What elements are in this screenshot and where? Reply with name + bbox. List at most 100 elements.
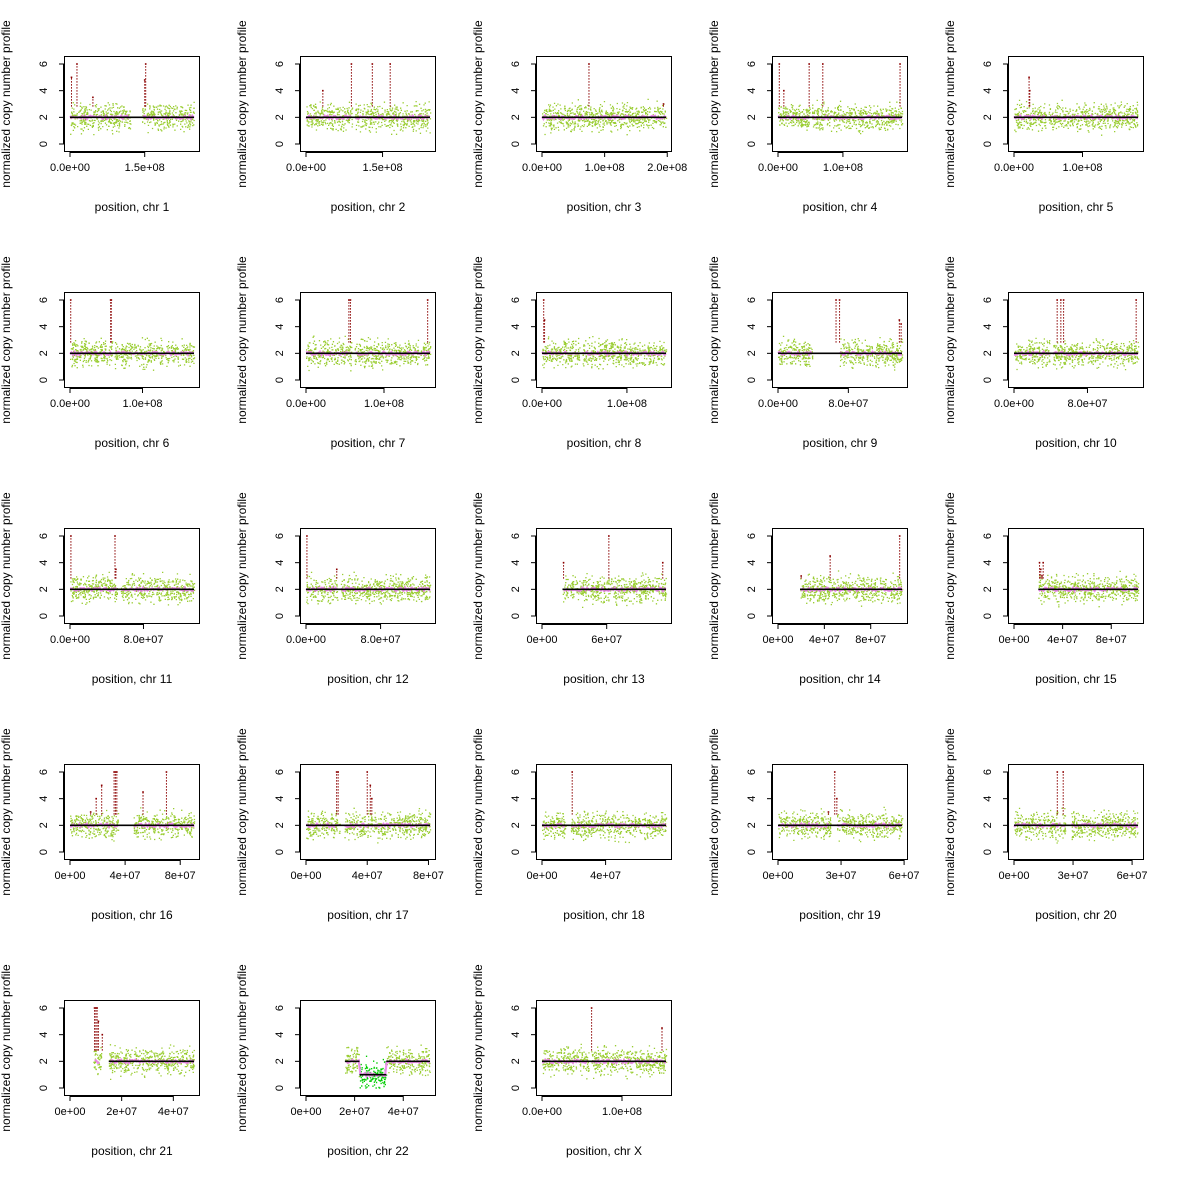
gain-point — [588, 63, 590, 65]
y-tick-label: 2 — [982, 822, 994, 828]
gain-point — [543, 319, 546, 321]
chart-panel: normalized copy number profile 0 2 4 6 0.0e+0… — [235, 20, 436, 214]
chart-panel: normalized copy number profile 0 2 4 6 0e+00 4… — [235, 728, 444, 922]
gain-point — [1056, 771, 1059, 773]
chart-panel: normalized copy number profile 0 2 4 6 0.0e+0… — [235, 256, 436, 450]
y-tick-label: 4 — [274, 1032, 286, 1038]
plot-frame — [64, 528, 200, 624]
gain-point — [898, 535, 901, 537]
y-tick-label: 2 — [274, 350, 286, 356]
gain-point — [371, 797, 373, 800]
y-axis-label: normalized copy number profile — [235, 964, 249, 1132]
x-tick-label: 0.0e+00 — [522, 1106, 562, 1118]
y-tick-label: 6 — [510, 61, 522, 67]
y-tick-label: 6 — [274, 769, 286, 775]
raw-points — [542, 335, 668, 370]
x-tick-label: 0.0e+00 — [286, 634, 326, 646]
y-axis-label: normalized copy number profile — [471, 728, 485, 896]
x-tick-label: 0.0e+00 — [50, 634, 90, 646]
x-axis-label: position, chr 11 — [92, 672, 173, 686]
y-tick-label: 0 — [746, 377, 758, 383]
y-tick-label: 6 — [746, 61, 758, 67]
gain-point — [778, 63, 781, 65]
y-tick-label: 0 — [274, 377, 286, 383]
y-tick-label: 6 — [982, 769, 994, 775]
y-tick-label: 4 — [510, 560, 522, 566]
gain-point — [1062, 771, 1065, 773]
y-tick-label: 4 — [274, 560, 286, 566]
x-tick-label: 3e+07 — [826, 870, 857, 882]
data-layer — [305, 535, 432, 605]
chart-panel: normalized copy number profile 0 2 4 6 0e+00 4… — [471, 728, 672, 922]
y-axis-label: normalized copy number profile — [235, 20, 249, 188]
x-tick-label: 0.0e+00 — [286, 398, 326, 410]
gain-point — [1062, 299, 1065, 301]
gain-point — [337, 771, 339, 773]
y-tick-label: 2 — [746, 822, 758, 828]
data-layer — [1013, 299, 1140, 371]
y-tick-label: 4 — [746, 88, 758, 94]
y-tick-label: 2 — [38, 350, 50, 356]
y-tick-label: 0 — [274, 849, 286, 855]
chart-panel: normalized copy number profile 0 2 4 6 0e+00 3… — [943, 728, 1148, 922]
data-layer — [541, 771, 668, 844]
gain-point — [900, 323, 902, 325]
chart-panel: normalized copy number profile 0 2 4 6 0e+00 2… — [0, 964, 200, 1158]
gain-point — [783, 89, 785, 92]
y-axis-label: normalized copy number profile — [471, 492, 485, 660]
y-tick-label: 0 — [746, 141, 758, 147]
chart-panel: normalized copy number profile 0 2 4 6 0.0e+0… — [0, 20, 200, 214]
data-layer — [777, 771, 904, 843]
y-tick-label: 0 — [38, 377, 50, 383]
y-tick-label: 2 — [510, 350, 522, 356]
y-tick-label: 2 — [274, 1058, 286, 1064]
x-tick-label: 4e+07 — [809, 634, 840, 646]
x-tick-label: 1.5e+08 — [363, 162, 403, 174]
x-tick-label: 0.0e+00 — [50, 398, 90, 410]
y-tick-label: 2 — [510, 114, 522, 120]
y-tick-label: 0 — [510, 1085, 522, 1091]
x-tick-label: 8.0e+07 — [361, 634, 401, 646]
x-axis-label: position, chr 13 — [563, 672, 645, 686]
x-tick-label: 0e+00 — [763, 634, 794, 646]
gain-point — [144, 63, 147, 65]
chart-panel: normalized copy number profile 0 2 4 6 0.0e+0… — [471, 256, 672, 450]
data-layer — [1013, 771, 1139, 844]
gain-point — [306, 535, 308, 537]
y-tick-label: 4 — [746, 796, 758, 802]
gain-point — [800, 575, 802, 577]
y-tick-label: 6 — [274, 61, 286, 67]
x-axis-label: position, chr 12 — [327, 672, 409, 686]
x-axis-label: position, chr X — [566, 1144, 642, 1158]
plot-frame — [772, 528, 908, 624]
chart-panel: normalized copy number profile 0 2 4 6 0.0e+0… — [0, 256, 200, 450]
x-tick-label: 1.0e+08 — [607, 398, 647, 410]
gain-point — [608, 535, 610, 537]
gain-point — [1041, 575, 1043, 577]
plot-frame — [1008, 292, 1144, 388]
raw-points — [70, 807, 196, 842]
y-tick-label: 6 — [274, 533, 286, 539]
y-tick-label: 0 — [510, 849, 522, 855]
y-axis-label: normalized copy number profile — [471, 20, 485, 188]
y-axis-label: normalized copy number profile — [0, 20, 13, 188]
y-tick-label: 6 — [746, 533, 758, 539]
plot-frame — [64, 292, 200, 388]
x-tick-label: 8e+07 — [855, 634, 886, 646]
y-axis-label: normalized copy number profile — [943, 20, 957, 188]
y-axis-label: normalized copy number profile — [707, 256, 721, 424]
x-tick-label: 0.0e+00 — [286, 162, 326, 174]
plot-frame — [64, 56, 200, 152]
chart-panel: normalized copy number profile 0 2 4 6 0e+00 4… — [0, 728, 200, 922]
y-axis-label: normalized copy number profile — [943, 728, 957, 896]
y-tick-label: 0 — [38, 1085, 50, 1091]
x-axis-label: position, chr 16 — [91, 908, 173, 922]
x-tick-label: 6e+07 — [1117, 870, 1148, 882]
x-tick-label: 0e+00 — [527, 870, 558, 882]
x-axis-label: position, chr 18 — [563, 908, 645, 922]
gain-point — [835, 299, 837, 301]
gain-point — [116, 771, 118, 773]
plot-frame — [300, 764, 436, 860]
y-tick-label: 4 — [38, 796, 50, 802]
y-tick-label: 4 — [982, 796, 994, 802]
